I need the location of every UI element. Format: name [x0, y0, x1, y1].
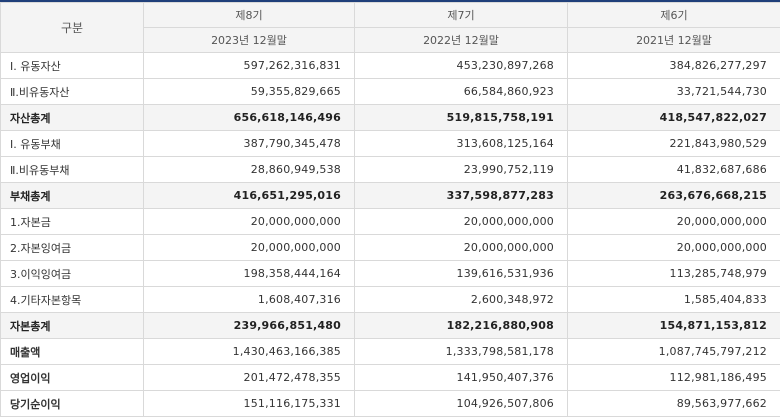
row-label: 3.이익잉여금 — [1, 261, 144, 287]
row-value: 20,000,000,000 — [568, 235, 780, 261]
header-date-2022: 2022년 12월말 — [355, 28, 568, 53]
row-value: 1,608,407,316 — [144, 287, 355, 313]
header-period-6: 제6기 — [568, 3, 780, 28]
row-value: 182,216,880,908 — [355, 313, 568, 339]
row-value: 20,000,000,000 — [355, 209, 568, 235]
row-value: 20,000,000,000 — [144, 235, 355, 261]
row-label: 부채총계 — [1, 183, 144, 209]
row-value: 151,116,175,331 — [144, 391, 355, 417]
row-value: 20,000,000,000 — [144, 209, 355, 235]
row-label: Ⅱ.비유동자산 — [1, 79, 144, 105]
header-date-2021: 2021년 12월말 — [568, 28, 780, 53]
row-label: 자산총계 — [1, 105, 144, 131]
row-value: 313,608,125,164 — [355, 131, 568, 157]
row-value: 1,585,404,833 — [568, 287, 780, 313]
row-value: 66,584,860,923 — [355, 79, 568, 105]
row-value: 23,990,752,119 — [355, 157, 568, 183]
row-value: 337,598,877,283 — [355, 183, 568, 209]
row-value: 221,843,980,529 — [568, 131, 780, 157]
row-value: 112,981,186,495 — [568, 365, 780, 391]
row-value: 141,950,407,376 — [355, 365, 568, 391]
row-value: 28,860,949,538 — [144, 157, 355, 183]
row-value: 154,871,153,812 — [568, 313, 780, 339]
row-value: 656,618,146,496 — [144, 105, 355, 131]
row-value: 384,826,277,297 — [568, 53, 780, 79]
row-label: Ⅱ.비유동부채 — [1, 157, 144, 183]
row-value: 139,616,531,936 — [355, 261, 568, 287]
row-value: 41,832,687,686 — [568, 157, 780, 183]
row-value: 239,966,851,480 — [144, 313, 355, 339]
row-label: Ⅰ. 유동부채 — [1, 131, 144, 157]
row-label: 2.자본잉여금 — [1, 235, 144, 261]
row-value: 418,547,822,027 — [568, 105, 780, 131]
row-label: 당기순이익 — [1, 391, 144, 417]
row-value: 387,790,345,478 — [144, 131, 355, 157]
header-row-periods: 구분 제8기 제7기 제6기 — [1, 3, 780, 28]
row-value: 263,676,668,215 — [568, 183, 780, 209]
header-gubun: 구분 — [1, 3, 144, 53]
header-date-2023: 2023년 12월말 — [144, 28, 355, 53]
row-value: 89,563,977,662 — [568, 391, 780, 417]
row-value: 201,472,478,355 — [144, 365, 355, 391]
row-value: 1,430,463,166,385 — [144, 339, 355, 365]
row-value: 104,926,507,806 — [355, 391, 568, 417]
row-value: 519,815,758,191 — [355, 105, 568, 131]
row-value: 113,285,748,979 — [568, 261, 780, 287]
row-value: 597,262,316,831 — [144, 53, 355, 79]
header-period-8: 제8기 — [144, 3, 355, 28]
row-label: 자본총계 — [1, 313, 144, 339]
row-label: 4.기타자본항목 — [1, 287, 144, 313]
row-value: 1,333,798,581,178 — [355, 339, 568, 365]
row-label: 영업이익 — [1, 365, 144, 391]
row-value: 20,000,000,000 — [568, 209, 780, 235]
row-value: 1,087,745,797,212 — [568, 339, 780, 365]
row-value: 416,651,295,016 — [144, 183, 355, 209]
row-label: 1.자본금 — [1, 209, 144, 235]
row-value: 2,600,348,972 — [355, 287, 568, 313]
row-value: 453,230,897,268 — [355, 53, 568, 79]
row-value: 198,358,444,164 — [144, 261, 355, 287]
row-value: 20,000,000,000 — [355, 235, 568, 261]
row-value: 59,355,829,665 — [144, 79, 355, 105]
row-label: Ⅰ. 유동자산 — [1, 53, 144, 79]
row-label: 매출액 — [1, 339, 144, 365]
row-value: 33,721,544,730 — [568, 79, 780, 105]
header-period-7: 제7기 — [355, 3, 568, 28]
